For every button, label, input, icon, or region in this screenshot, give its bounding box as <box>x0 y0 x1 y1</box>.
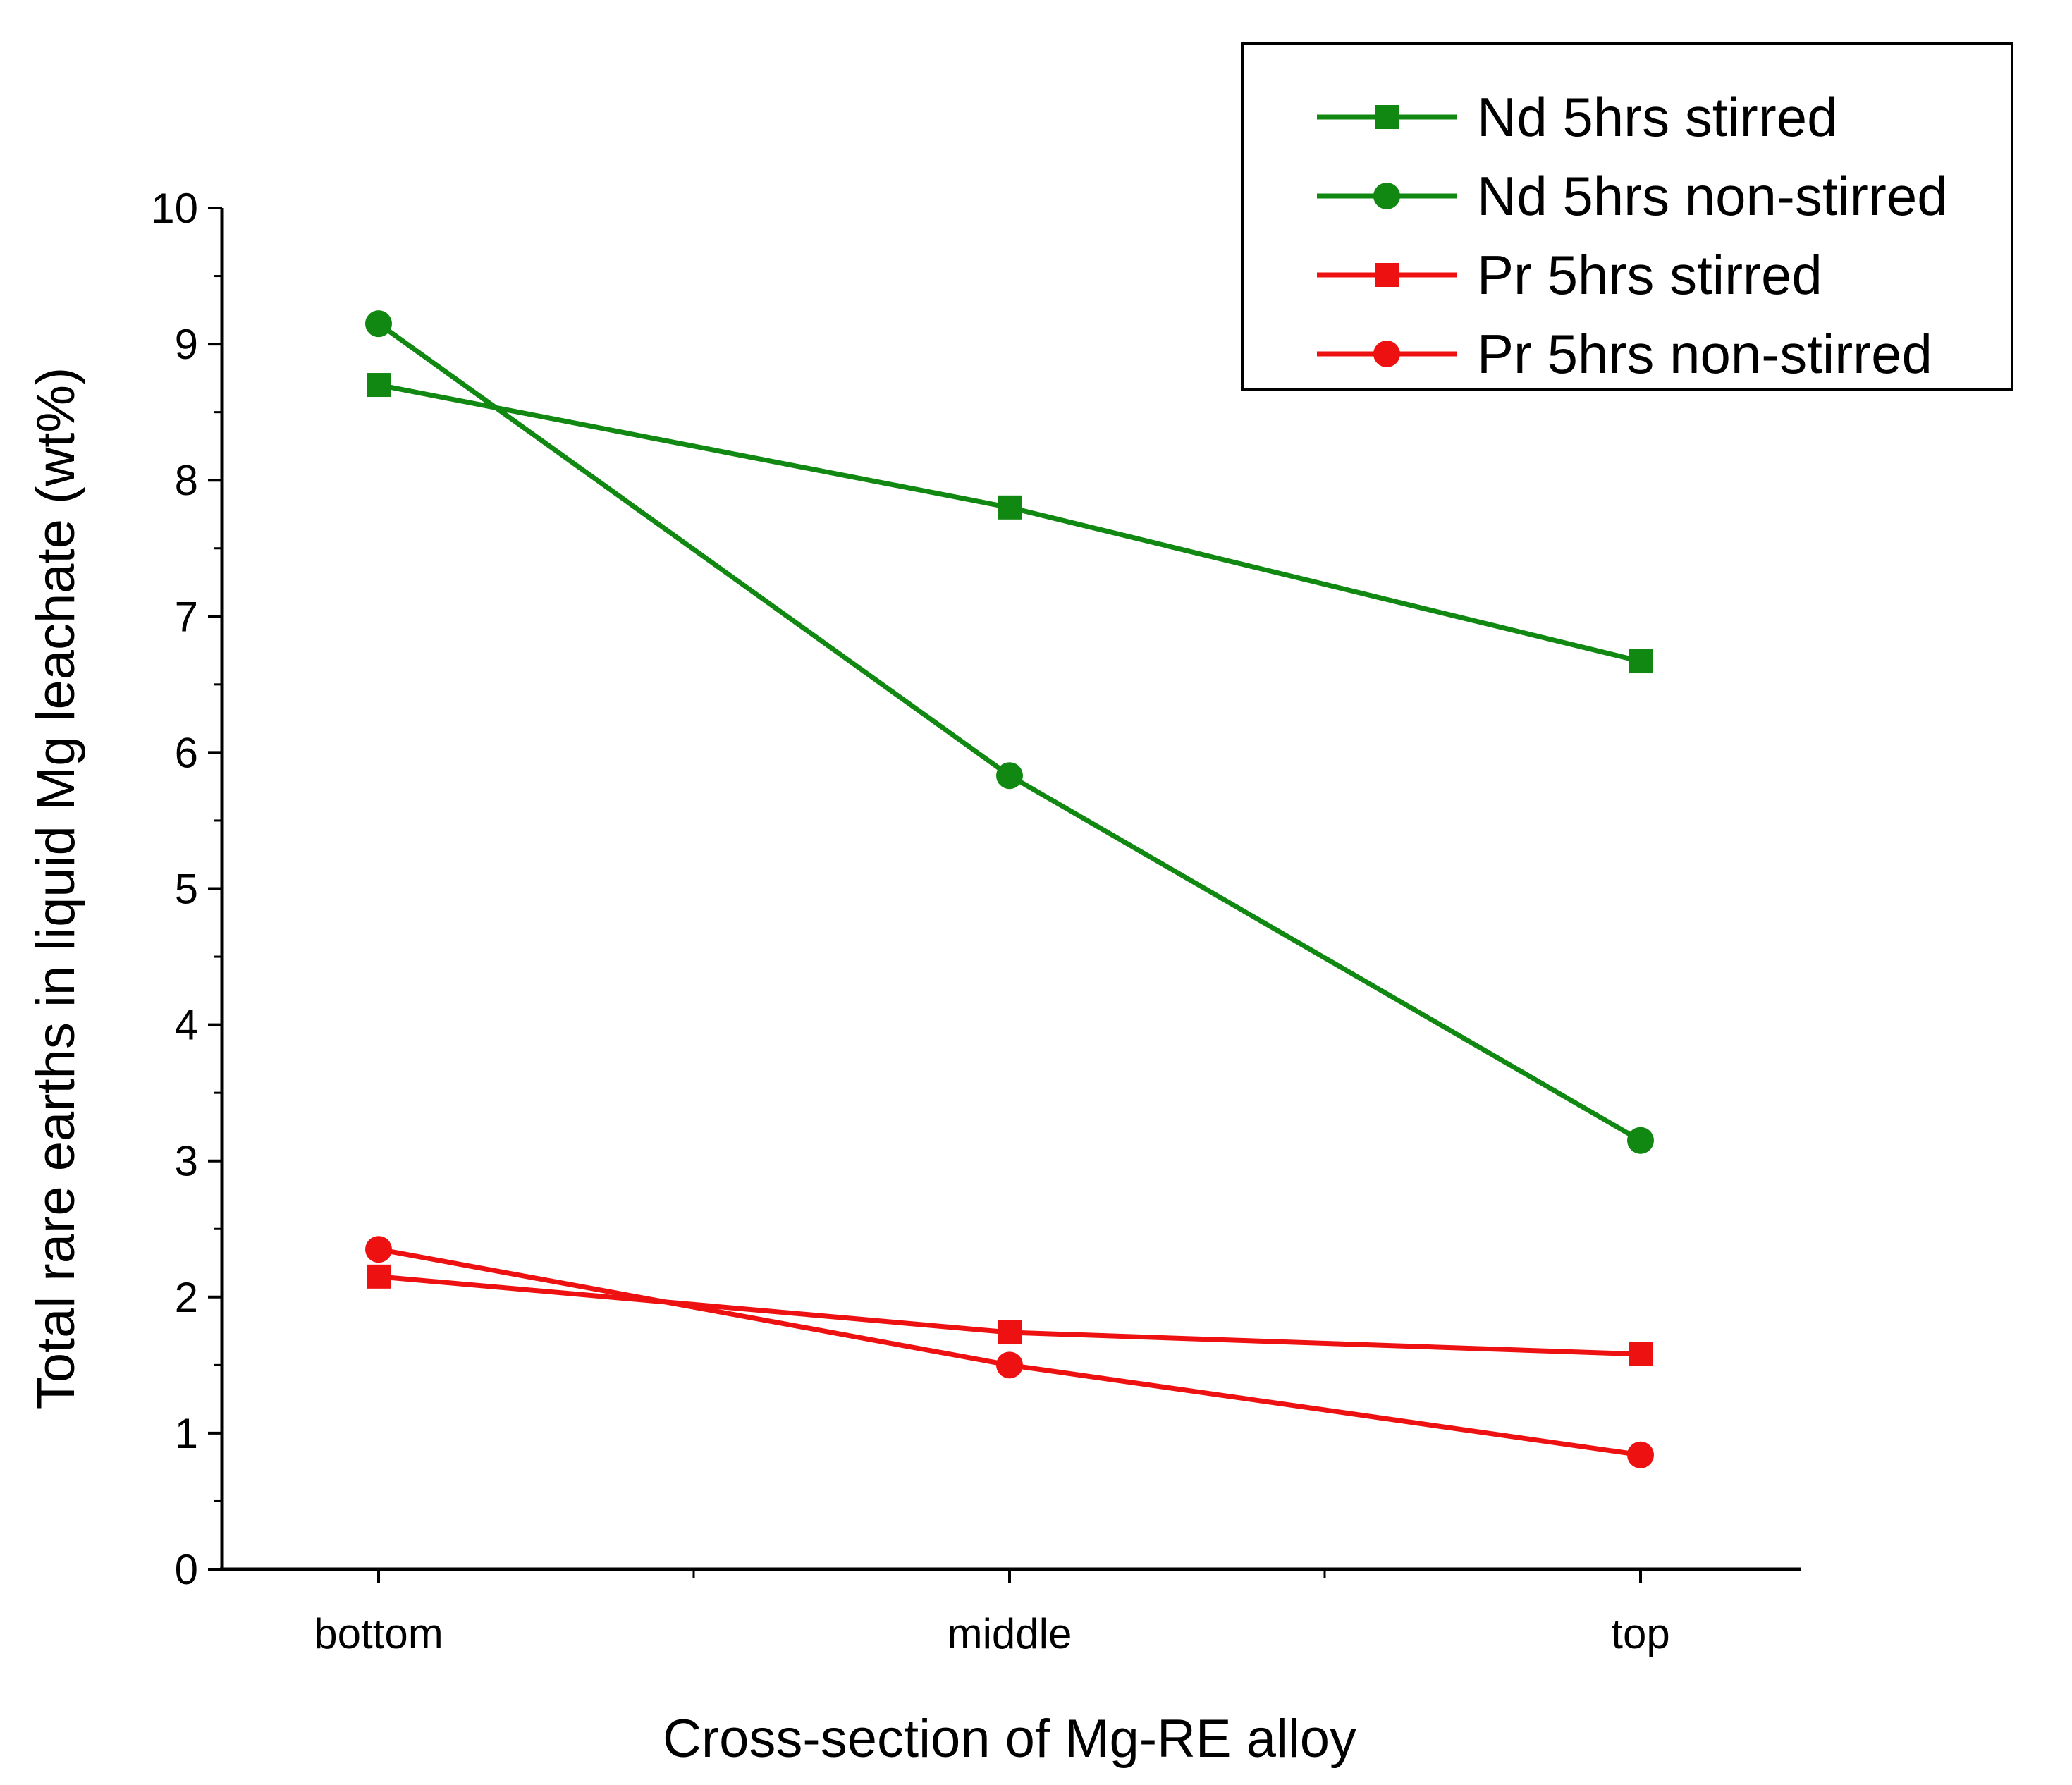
y-tick-label: 5 <box>175 866 198 913</box>
y-ticks: 0 1 2 3 4 5 6 7 8 9 10 <box>151 185 222 1593</box>
y-tick-label: 3 <box>175 1138 198 1185</box>
data-point <box>367 373 391 398</box>
y-tick-label: 4 <box>175 1002 198 1049</box>
data-point <box>996 1351 1023 1379</box>
legend-entry-3: Pr 5hrs non-stirred <box>1317 323 1932 385</box>
legend-box <box>1241 42 2013 391</box>
y-tick-label: 10 <box>151 185 198 232</box>
data-point <box>367 1264 391 1289</box>
data-point <box>365 310 392 338</box>
series-0 <box>367 373 1653 674</box>
legend-marker <box>1373 341 1400 367</box>
series-3 <box>365 1236 1654 1468</box>
data-point <box>998 1320 1022 1345</box>
y-tick-label: 8 <box>175 457 198 504</box>
y-tick-label: 2 <box>175 1274 198 1321</box>
y-tick-label: 0 <box>175 1546 198 1593</box>
y-tick-label: 6 <box>175 729 198 776</box>
data-point <box>1629 649 1653 674</box>
x-tick-label: top <box>1611 1610 1669 1657</box>
series-1 <box>365 310 1654 1154</box>
x-tick-label: middle <box>948 1610 1072 1657</box>
data-point <box>998 495 1022 520</box>
y-tick-label: 7 <box>175 593 198 640</box>
x-ticks: bottom middle top <box>314 1569 1670 1657</box>
series-layer <box>365 310 1654 1468</box>
data-point <box>365 1236 392 1263</box>
data-point <box>1627 1441 1654 1468</box>
x-tick-label: bottom <box>314 1610 443 1657</box>
data-point <box>1627 1127 1654 1154</box>
legend-entry-0: Nd 5hrs stirred <box>1317 86 1838 148</box>
y-tick-label: 9 <box>175 321 198 368</box>
legend-label: Nd 5hrs non-stirred <box>1477 165 1948 227</box>
legend-marker <box>1375 105 1399 129</box>
legend-label: Nd 5hrs stirred <box>1477 86 1838 148</box>
y-tick-label: 1 <box>175 1410 198 1457</box>
data-point <box>1629 1342 1653 1366</box>
x-axis-title: Cross-section of Mg-RE alloy <box>663 1709 1356 1769</box>
data-point <box>996 762 1023 790</box>
legend-entry-2: Pr 5hrs stirred <box>1317 244 1822 306</box>
series-2 <box>367 1264 1653 1366</box>
legend-marker <box>1375 263 1399 287</box>
legend: Nd 5hrs stirred Nd 5hrs non-stirred Pr 5hr… <box>1241 42 2013 391</box>
legend-entry-1: Nd 5hrs non-stirred <box>1317 165 1948 227</box>
legend-label: Pr 5hrs stirred <box>1477 244 1822 306</box>
legend-marker <box>1373 183 1400 209</box>
legend-label: Pr 5hrs non-stirred <box>1477 323 1932 385</box>
y-axis-title: Total rare earths in liquid Mg leachate … <box>26 367 86 1409</box>
